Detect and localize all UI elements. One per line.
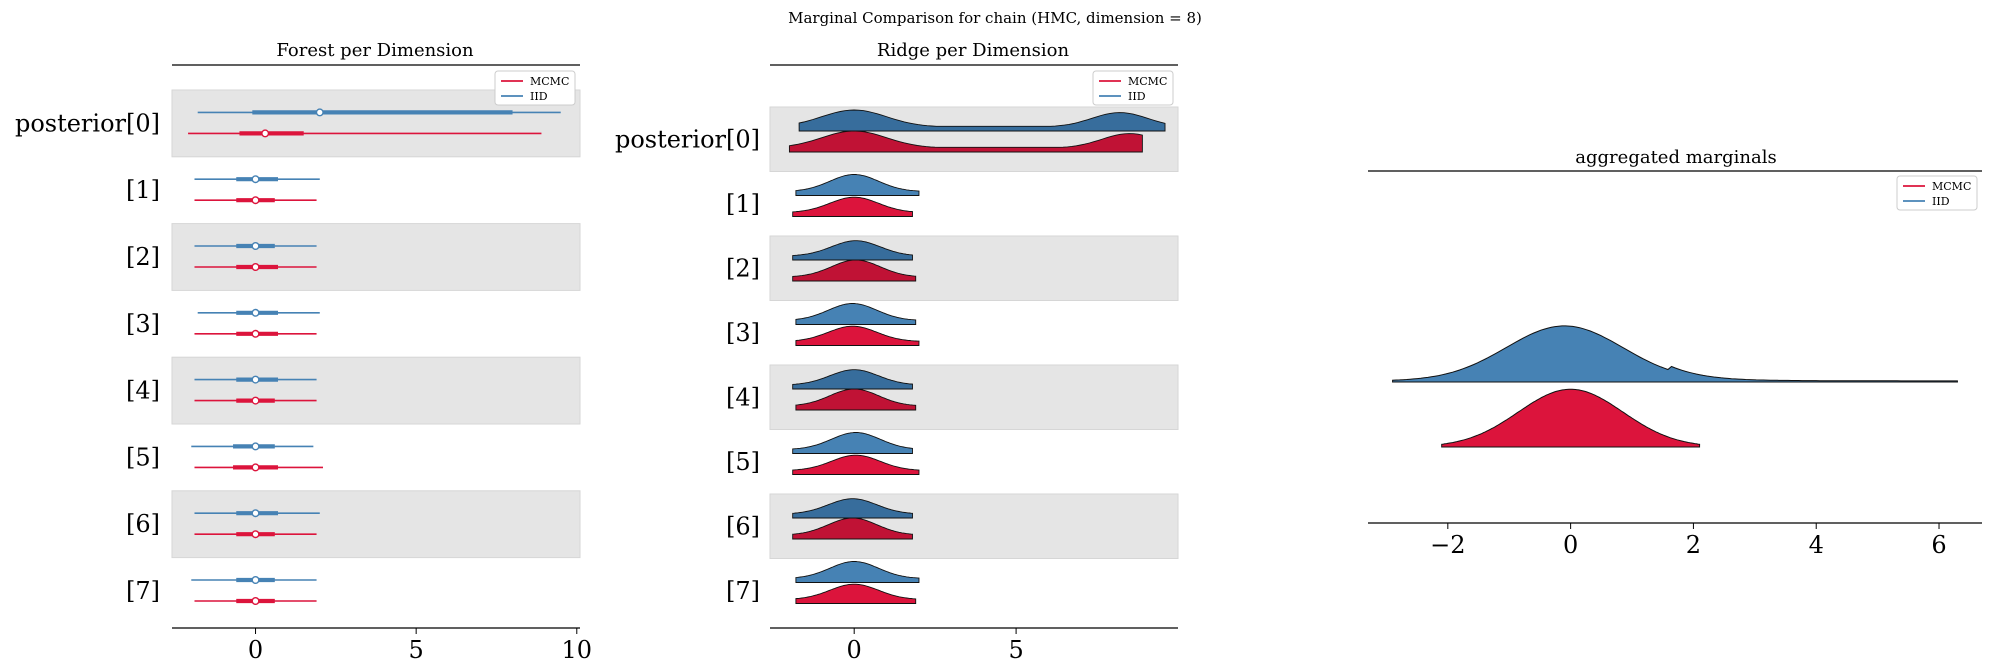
ridge-x-tick-label-0: 0 [847,636,862,664]
legend-label-mcmc: MCMC [530,75,569,88]
ridge-row-label-5: [5] [726,448,760,476]
forest-row-label-0: posterior[0] [15,109,160,137]
ridge-row-label-6: [6] [726,512,760,540]
ridge-legend: MCMC IID [1092,70,1174,106]
forest-panel: Forest per Dimension posterior[0] [1] [2] [… [15,40,592,664]
figure-suptitle: Marginal Comparison for chain (HMC, dime… [788,9,1202,27]
ridge-row-label-3: [3] [726,319,760,347]
ridge-marks [788,109,1166,604]
ridge-density-mcmc-5 [792,454,920,475]
ridge-row-labels: posterior[0] [1] [2] [3] [4] [5] [6] [7] [615,125,760,605]
aggregated-x-tick-label-3: 4 [1809,531,1824,559]
ridge-title: Ridge per Dimension [877,40,1070,61]
aggregated-x-tick-label-2: 2 [1686,531,1701,559]
aggregated-title: aggregated marginals [1575,147,1776,168]
ridge-row-label-7: [7] [726,577,760,605]
legend-label-iid: IID [1932,195,1950,208]
forest-legend: MCMC IID [494,70,576,106]
ridge-density-iid-2 [792,240,913,261]
ridge-density-iid-4 [792,369,913,390]
forest-median-mcmc-6 [251,530,260,539]
aggregated-density-mcmc [1441,388,1701,448]
ridge-row-label-4: [4] [726,383,760,411]
ridge-density-iid-3 [795,303,917,325]
forest-title: Forest per Dimension [276,40,474,61]
ridge-density-mcmc-1 [792,196,913,217]
legend-label-iid: IID [1128,90,1146,103]
ridge-density-iid-6 [792,498,913,519]
forest-median-iid-0 [315,108,324,117]
aggregated-x-tick-label-1: 0 [1563,531,1578,559]
forest-band-4 [171,356,581,425]
forest-row-label-5: [5] [126,443,160,471]
ridge-density-iid-1 [795,174,920,196]
forest-median-iid-2 [251,241,260,250]
forest-median-mcmc-2 [251,263,260,272]
legend-label-mcmc: MCMC [1128,75,1167,88]
ridge-density-iid-5 [792,432,913,454]
ridge-density-mcmc-4 [795,388,917,411]
forest-row-label-2: [2] [126,243,160,271]
forest-x-tick-label-1: 5 [409,636,424,664]
ridge-density-mcmc-6 [792,517,913,540]
forest-x-tick-label-2: 10 [562,636,593,664]
aggregated-density-iid [1392,325,1958,383]
aggregated-marks [1392,325,1958,448]
forest-row-label-4: [4] [126,377,160,405]
forest-x-tick-label-0: 0 [248,636,263,664]
forest-median-iid-5 [251,442,260,451]
ridge-density-mcmc-0 [788,130,1143,153]
forest-median-mcmc-7 [251,597,260,606]
forest-median-iid-3 [251,308,260,317]
forest-bands [171,89,581,559]
forest-median-mcmc-5 [251,463,260,472]
forest-median-iid-6 [251,509,260,518]
forest-row-label-1: [1] [126,176,160,204]
aggregated-x-tick-label-0: −2 [1430,531,1465,559]
aggregated-panel: aggregated marginals −2 0 2 4 6 MCMC IID [1368,147,1982,559]
ridge-row-label-0: posterior[0] [615,125,760,153]
forest-band-2 [171,223,581,291]
forest-median-iid-4 [251,375,260,384]
ridge-x-tick-label-1: 5 [1008,636,1023,664]
forest-median-iid-7 [251,576,260,585]
legend-label-iid: IID [530,90,548,103]
aggregated-legend: MCMC IID [1896,175,1978,211]
forest-x-axis: 0 5 10 [172,627,593,664]
forest-median-mcmc-0 [261,129,270,138]
aggregated-x-axis: −2 0 2 4 6 [1368,522,1982,559]
ridge-density-mcmc-3 [795,325,920,346]
ridge-row-label-1: [1] [726,190,760,218]
forest-row-label-7: [7] [126,577,160,605]
forest-row-label-3: [3] [126,310,160,338]
ridge-row-label-2: [2] [726,254,760,282]
forest-band-6 [171,490,581,559]
forest-marks [188,108,561,606]
ridge-density-mcmc-2 [792,259,917,282]
forest-median-mcmc-1 [251,196,260,205]
forest-median-iid-1 [251,175,260,184]
ridge-density-mcmc-7 [795,583,917,604]
legend-label-mcmc: MCMC [1932,180,1971,193]
forest-median-mcmc-4 [251,396,260,405]
forest-row-labels: posterior[0] [1] [2] [3] [4] [5] [6] [7] [15,109,160,605]
forest-row-label-6: [6] [126,510,160,538]
forest-median-mcmc-3 [251,329,260,338]
ridge-panel: Ridge per Dimension posterior[0] [1] [2] [3… [615,40,1179,664]
ridge-density-iid-7 [795,561,920,583]
aggregated-x-tick-label-4: 6 [1931,531,1946,559]
ridge-density-iid-0 [798,109,1166,132]
